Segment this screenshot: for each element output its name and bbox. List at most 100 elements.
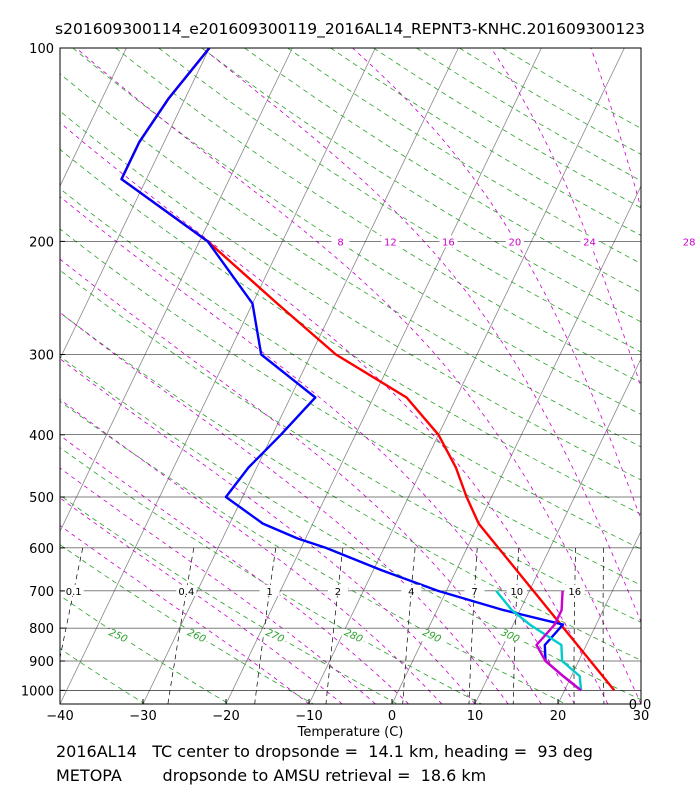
dry-adiabat-line: [502, 48, 641, 129]
y-tick-label: 600: [29, 542, 54, 557]
moist-adiabat-label: 12: [384, 237, 397, 248]
profile-line: [535, 590, 582, 692]
moist-adiabat-line: [60, 497, 343, 704]
dry-adiabat-line: [60, 544, 314, 704]
label-background: [680, 235, 699, 248]
moist-adiabat-line: [60, 435, 409, 704]
moist-adiabat-label: 28: [683, 237, 696, 248]
plot-frame: [59, 47, 642, 705]
mixing-ratio-label: 0.1: [66, 587, 82, 598]
x-tick-label: −40: [46, 709, 73, 724]
isotherm-lines: [0, 48, 641, 704]
moist-adiabat-line: [352, 48, 641, 521]
chart-labels: 81216202428320.10.4124710162502602702802…: [21, 42, 699, 740]
mixing-ratio-line: [167, 547, 195, 704]
dry-adiabat-line: [60, 73, 641, 448]
isotherm-line: [557, 530, 641, 704]
dry-adiabat-lines: [60, 48, 641, 704]
dry-adiabat-line: [60, 312, 641, 661]
x-tick-label: 20: [550, 709, 567, 724]
x-tick-label: 0: [388, 709, 396, 724]
skew-t-chart: 81216202428320.10.4124710162502602702802…: [0, 42, 699, 740]
label-background: [420, 629, 445, 642]
mixing-ratio-line: [60, 547, 84, 660]
moist-adiabat-label: 20: [508, 237, 521, 248]
profile-series: [120, 48, 616, 692]
y-tick-label: 100: [29, 42, 54, 57]
dry-adiabat-line: [60, 400, 566, 704]
moist-adiabat-line: [60, 398, 443, 704]
y-tick-label: 500: [29, 491, 54, 506]
label-background: [505, 235, 524, 248]
isotherm-line: [60, 48, 293, 533]
y-tick-label: 1000: [21, 684, 54, 699]
moist-adiabat-line: [75, 48, 641, 704]
label-background: [498, 629, 523, 642]
isotherm-line: [60, 48, 127, 188]
moist-adiabat-line: [60, 312, 509, 704]
dry-adiabat-line: [60, 148, 641, 515]
label-background: [506, 584, 527, 596]
y-tick-label: 700: [29, 585, 54, 600]
corner-label: 0: [643, 698, 651, 713]
dry-adiabat-line: [60, 648, 146, 704]
dry-adiabat-line: [201, 48, 641, 323]
dry-adiabat-line: [244, 48, 641, 293]
isotherm-line: [60, 48, 210, 360]
y-tick-label: 800: [29, 622, 54, 637]
moist-adiabat-line: [490, 48, 641, 389]
mixing-ratio-label: 16: [568, 587, 581, 598]
isotherm-line: [391, 185, 641, 704]
moist-adiabat-line: [60, 525, 310, 704]
dry-adiabat-line: [60, 355, 641, 701]
dry-adiabat-line: [60, 494, 398, 704]
dry-adiabat-line: [60, 447, 482, 704]
info-line-retrieval: METOPA dropsonde to AMSU retrieval = 18.…: [56, 766, 487, 785]
label-background: [564, 584, 585, 596]
label-background: [263, 629, 288, 642]
mixing-ratio-label: 0.4: [178, 587, 194, 598]
label-background: [259, 584, 280, 596]
x-tick-label: −20: [212, 709, 239, 724]
mixing-ratio-label: 4: [408, 587, 414, 598]
dry-adiabat-line: [60, 269, 641, 623]
isobar-lines: [60, 47, 641, 691]
isotherm-line: [225, 48, 542, 704]
label-background: [63, 584, 84, 596]
info-line-distance: 2016AL14 TC center to dropsonde = 14.1 k…: [56, 742, 593, 761]
y-tick-label: 200: [29, 235, 54, 250]
corner-label: 0: [629, 698, 637, 713]
dry-adiabat-line: [330, 48, 641, 236]
moist-adiabat-label: 8: [337, 237, 343, 248]
dry-adiabat-line: [60, 228, 641, 586]
isotherm-line: [142, 48, 459, 704]
y-tick-label: 300: [29, 348, 54, 363]
mixing-ratio-line: [573, 547, 576, 704]
label-background: [331, 235, 350, 248]
chart-title: s201609300114_e201609300119_2016AL14_REP…: [55, 20, 645, 38]
isotherm-line: [308, 48, 625, 704]
dry-adiabat-line: [60, 188, 641, 550]
moist-adiabat-label: 16: [442, 237, 455, 248]
label-background: [176, 584, 197, 596]
mixing-ratio-line: [602, 547, 605, 704]
x-tick-label: −10: [295, 709, 322, 724]
isotherm-line: [0, 48, 43, 704]
profile-line: [495, 590, 583, 691]
y-tick-label: 900: [29, 655, 54, 670]
label-background: [580, 235, 599, 248]
profile-line: [120, 48, 582, 692]
label-background: [106, 629, 131, 642]
dry-adiabat-line: [158, 48, 641, 353]
label-background: [381, 235, 400, 248]
mixing-ratio-label: 2: [335, 587, 341, 598]
axis-ticks: [59, 47, 642, 704]
x-tick-label: −30: [129, 709, 156, 724]
x-axis-label: Temperature (C): [297, 725, 404, 740]
mixing-ratio-line: [254, 547, 277, 704]
moist-adiabat-label: 24: [583, 237, 596, 248]
dry-adiabat-line: [115, 48, 641, 384]
mixing-ratio-label: 10: [510, 587, 523, 598]
dry-adiabat-line: [60, 110, 641, 481]
mixing-ratio-line: [512, 547, 520, 704]
